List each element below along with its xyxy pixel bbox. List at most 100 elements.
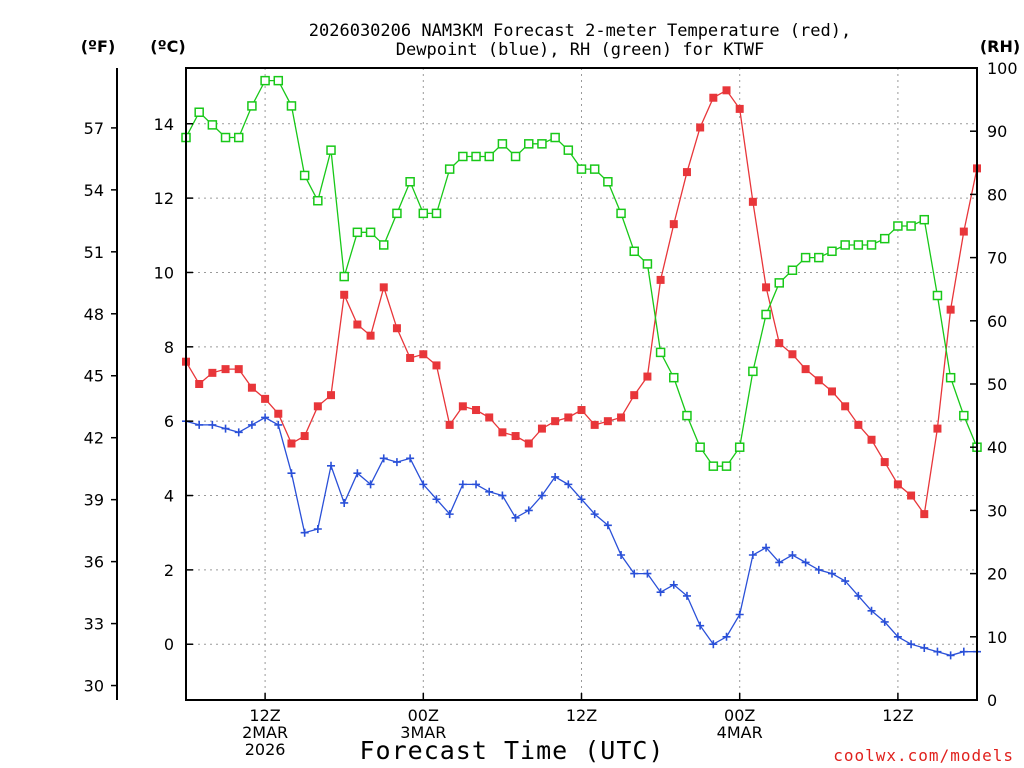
rh-point xyxy=(497,139,508,149)
temperature-point xyxy=(722,86,731,95)
fahrenheit-tick-label: 36 xyxy=(84,553,104,572)
fahrenheit-tick-label: 33 xyxy=(84,615,104,634)
rh-point xyxy=(576,164,587,174)
rh-tick-label: 90 xyxy=(987,122,1007,141)
rh-unit-label: (RH) xyxy=(980,37,1020,56)
temperature-point xyxy=(748,197,757,206)
rh-point xyxy=(207,120,218,130)
rh-point xyxy=(827,246,837,257)
dewpoint-point xyxy=(551,472,560,481)
celsius-tick-label: 8 xyxy=(164,338,174,357)
temperature-point xyxy=(801,365,810,374)
rh-point xyxy=(510,151,521,162)
rh-tick-label: 80 xyxy=(987,185,1007,204)
rh-point xyxy=(748,366,758,377)
rh-point xyxy=(840,240,850,250)
rh-point xyxy=(655,347,666,358)
dewpoint-point xyxy=(524,506,533,515)
temperature-point xyxy=(432,361,441,370)
dewpoint-point xyxy=(893,632,902,641)
dewpoint-point xyxy=(274,420,283,429)
rh-point xyxy=(392,208,402,219)
rh-point xyxy=(603,177,613,187)
temperature-point xyxy=(841,402,850,411)
dewpoint-point xyxy=(261,413,270,422)
fahrenheit-tick-label: 48 xyxy=(84,305,104,324)
rh-point xyxy=(286,101,297,111)
dewpoint-point xyxy=(313,524,322,533)
celsius-tick-label: 2 xyxy=(164,561,174,580)
temperature-point xyxy=(907,491,916,500)
rh-point xyxy=(695,442,705,452)
dewpoint-point xyxy=(854,591,863,600)
credit-text[interactable]: coolwx.com/models xyxy=(833,746,1014,765)
rh-point xyxy=(734,442,745,452)
rh-point xyxy=(484,151,494,162)
dewpoint-point xyxy=(841,577,850,586)
x-tick-label: 12Z xyxy=(882,706,913,725)
temperature-point xyxy=(472,406,481,415)
temperature-point xyxy=(603,417,612,426)
dewpoint-point xyxy=(234,428,243,437)
celsius-tick-label: 6 xyxy=(164,412,174,431)
dewpoint-point xyxy=(907,640,916,649)
rh-point xyxy=(563,145,574,155)
series-2-meter-temperature xyxy=(182,86,981,519)
temperature-point xyxy=(788,350,797,359)
fahrenheit-tick-label: 42 xyxy=(84,429,104,448)
rh-point xyxy=(642,259,653,269)
temperature-point xyxy=(643,372,652,381)
temperature-point xyxy=(379,283,388,292)
fahrenheit-tick-label: 51 xyxy=(84,243,104,262)
grid-lines xyxy=(186,68,977,700)
rh-point xyxy=(471,151,481,162)
dewpoint-point xyxy=(406,454,415,463)
rh-point xyxy=(339,271,349,282)
rh-point xyxy=(365,227,376,238)
temperature-point xyxy=(419,350,428,359)
temperature-point xyxy=(327,391,336,400)
dewpoint-point xyxy=(656,588,665,597)
dewpoint-point xyxy=(445,510,454,519)
rh-point xyxy=(194,107,204,117)
rh-point xyxy=(418,208,429,219)
dewpoint-point xyxy=(590,510,599,519)
rh-tick-label: 30 xyxy=(987,501,1007,520)
dewpoint-point xyxy=(195,420,204,429)
rh-point xyxy=(616,208,626,219)
celsius-tick-label: 10 xyxy=(154,263,174,282)
rh-point xyxy=(893,221,903,231)
fahrenheit-tick-label: 54 xyxy=(84,181,104,200)
dewpoint-point xyxy=(392,458,401,467)
celsius-tick-label: 12 xyxy=(154,189,174,208)
dewpoint-point xyxy=(379,454,388,463)
temperature-point xyxy=(313,402,322,411)
rh-point xyxy=(866,240,877,250)
rh-point xyxy=(233,132,244,143)
dewpoint-point xyxy=(617,551,626,560)
rh-point xyxy=(879,233,890,244)
dewpoint-point xyxy=(472,480,481,489)
dewpoint-point xyxy=(577,495,586,504)
rh-point xyxy=(787,265,798,275)
x-tick-label: 00Z xyxy=(724,706,755,725)
temperature-point xyxy=(630,391,639,400)
dewpoint-point xyxy=(709,640,718,649)
temperature-point xyxy=(682,168,691,177)
temperature-point xyxy=(458,402,467,411)
temperature-point xyxy=(221,365,230,374)
rh-point xyxy=(247,101,257,111)
dewpoint-point xyxy=(247,420,256,429)
temperature-point xyxy=(656,275,665,284)
temperature-point xyxy=(709,93,718,102)
dewpoint-point xyxy=(432,495,441,504)
temperature-point xyxy=(340,290,349,299)
dewpoint-point xyxy=(669,580,678,589)
dewpoint-point xyxy=(327,461,336,470)
rh-point xyxy=(537,139,547,149)
rh-point xyxy=(379,240,389,250)
rh-point xyxy=(260,75,270,86)
temperature-point xyxy=(590,420,599,429)
dewpoint-point xyxy=(722,632,731,641)
